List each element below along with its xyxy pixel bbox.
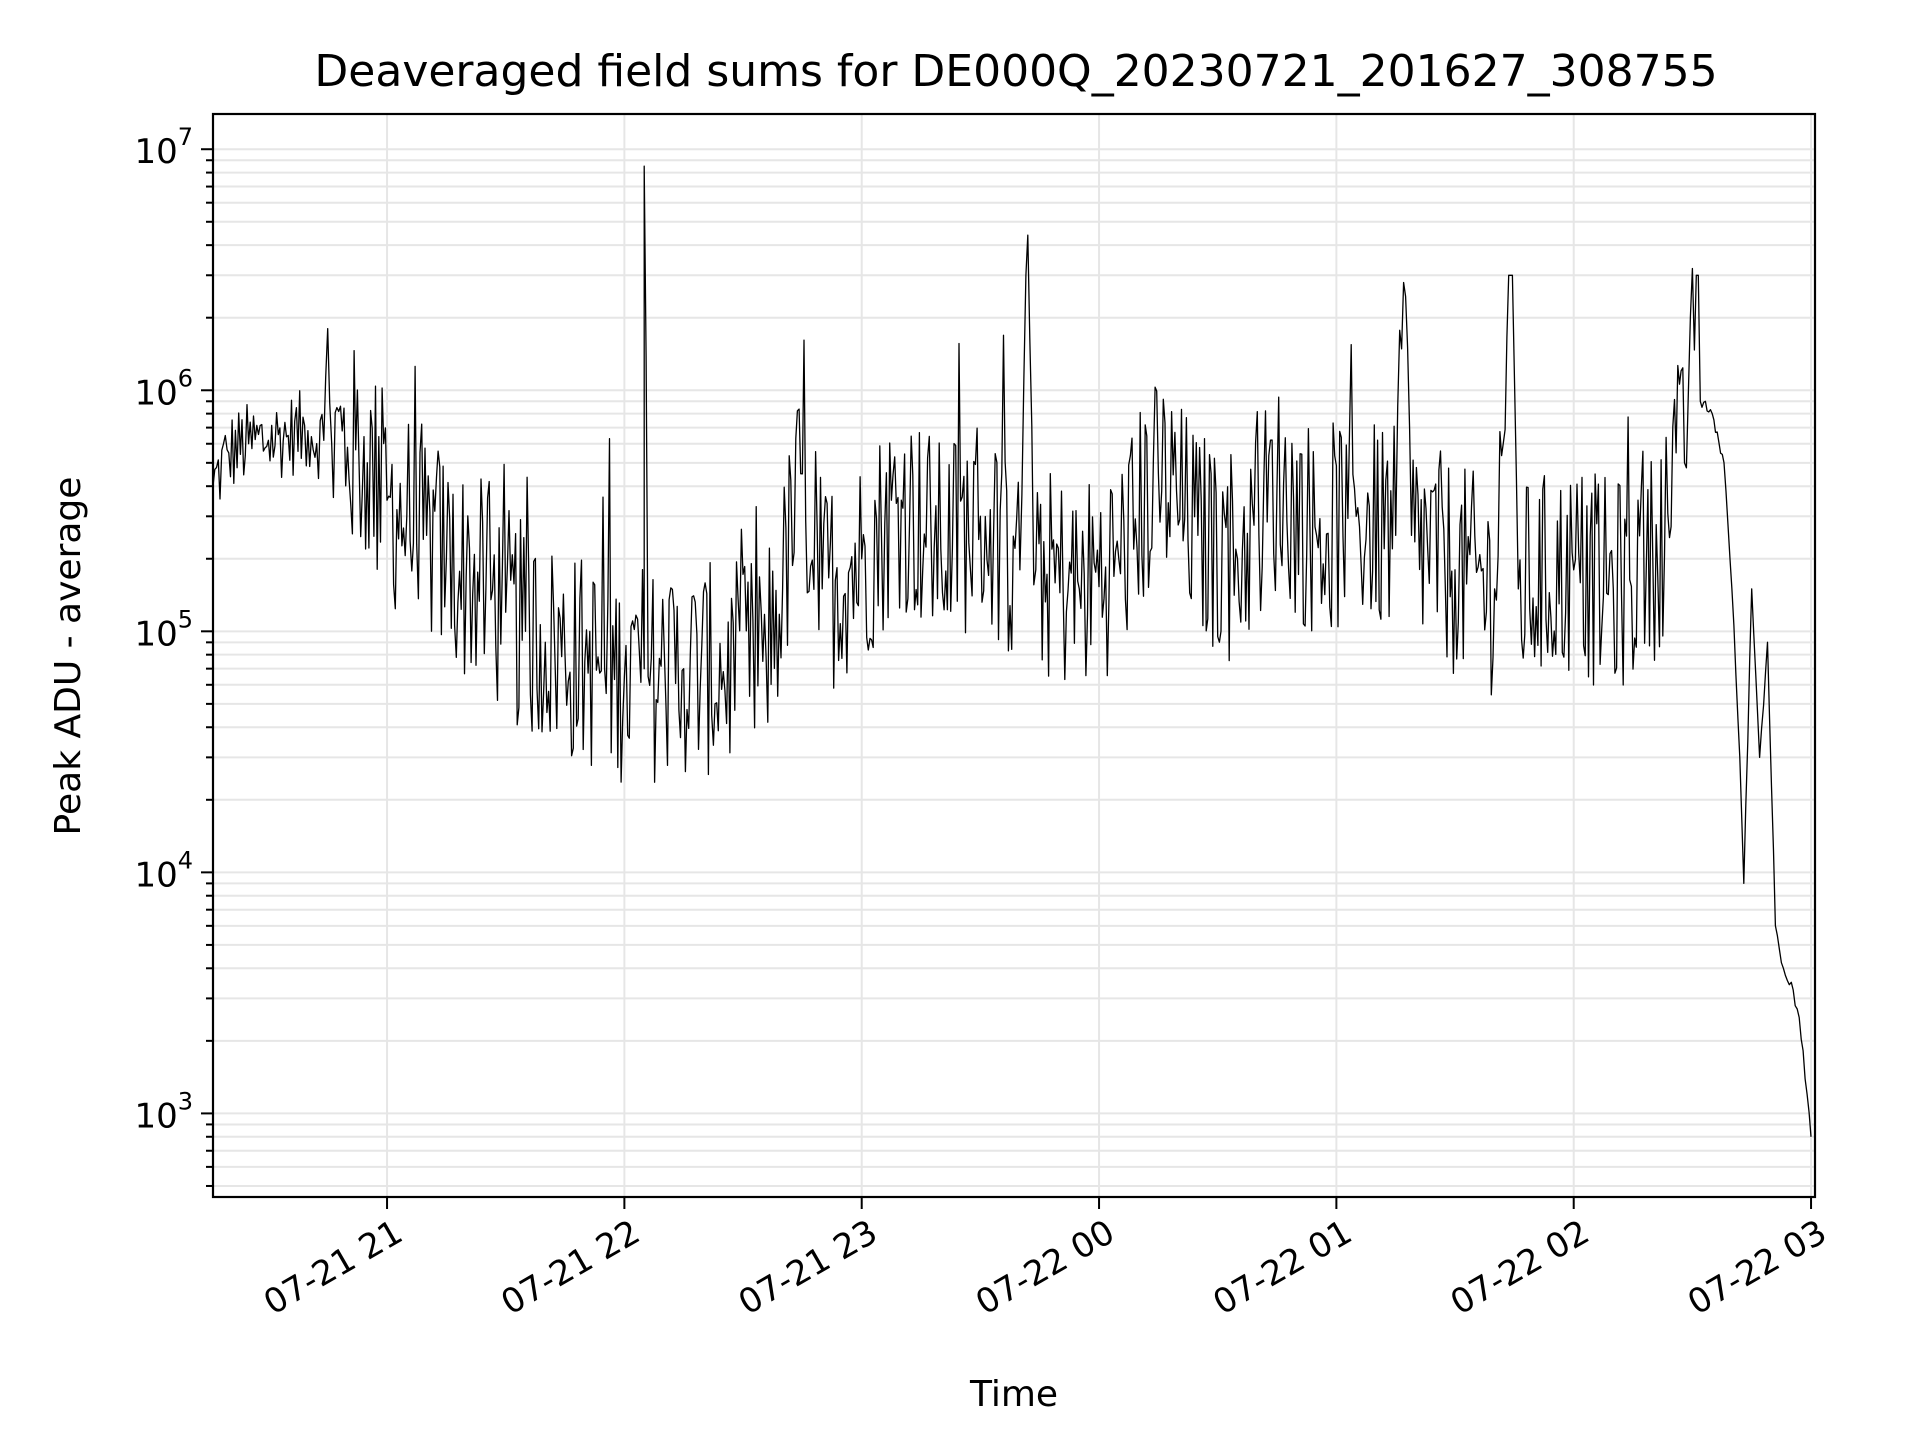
y-tick-base: 10 [134,614,177,654]
y-tick-label: 107 [134,123,193,172]
y-tick-base: 10 [134,132,177,172]
x-axis-label: Time [969,1374,1058,1415]
y-tick-label: 105 [134,605,193,654]
y-tick-exponent: 4 [178,846,193,874]
y-tick-base: 10 [134,855,177,895]
y-tick-label: 106 [134,364,193,413]
y-axis-label: Peak ADU - average [48,477,89,836]
y-tick-exponent: 5 [178,605,193,633]
y-tick-base: 10 [134,373,177,413]
series-line [212,165,1812,1137]
y-tick-exponent: 7 [178,123,193,151]
y-tick-exponent: 6 [178,364,193,392]
y-tick-exponent: 3 [178,1087,193,1115]
y-tick-label: 103 [134,1087,193,1136]
series-layer [212,165,1812,1137]
y-tick-label: 104 [134,846,193,895]
chart-title: Deaveraged field sums for DE000Q_2023072… [314,46,1717,97]
y-tick-base: 10 [134,1096,177,1136]
